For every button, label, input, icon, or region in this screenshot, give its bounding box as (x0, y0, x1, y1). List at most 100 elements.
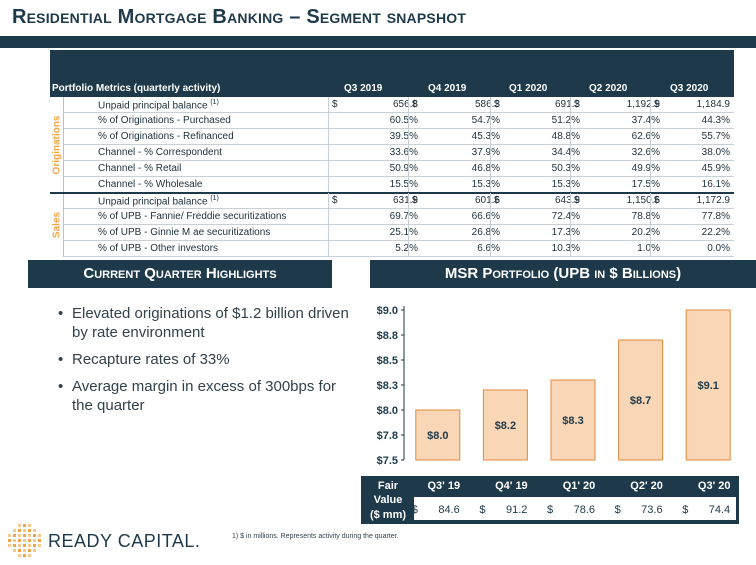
metric-text: % of Originations - Purchased (98, 115, 231, 126)
fair-value-row-bg (414, 497, 736, 520)
y-tick-label: $8.0 (377, 405, 398, 417)
column-divider (490, 209, 491, 225)
table-cell: 60.5% (389, 115, 418, 126)
bar (618, 339, 664, 461)
column-divider (650, 225, 651, 241)
metric-text: Unpaid principal balance (98, 196, 208, 208)
column-divider (328, 161, 329, 177)
metric-label: Unpaid principal balance (1) (98, 99, 219, 111)
fair-value-label-line2: Value (374, 494, 403, 506)
group-separator (50, 192, 734, 194)
logo-dot (28, 544, 31, 547)
fair-value-cell: 74.4 (709, 504, 730, 516)
logo-dot (23, 539, 26, 542)
column-divider (650, 129, 651, 145)
table-cell: 15.3% (471, 179, 500, 190)
metric-label: % of Originations - Purchased (98, 115, 231, 126)
y-tick-label: $7.5 (377, 455, 398, 467)
column-divider (650, 97, 651, 113)
portfolio-metrics-table: Portfolio Metrics (quarterly activity) Q… (50, 50, 734, 257)
table-cell: 45.9% (701, 163, 730, 174)
logo-dot (28, 549, 31, 552)
column-divider (570, 241, 571, 257)
bullet-dot: • (58, 305, 64, 322)
highlights-heading: Current Quarter Highlights (28, 260, 332, 288)
column-divider (570, 177, 571, 193)
table-cell: 5.2% (395, 243, 418, 254)
column-divider (328, 225, 329, 241)
column-divider (328, 129, 329, 145)
table-cell: 15.5% (389, 179, 418, 190)
logo-dot (38, 534, 41, 537)
bar (415, 409, 461, 461)
column-divider (408, 193, 409, 209)
metric-text: % of UPB - Other investors (98, 243, 219, 254)
bar-data-label: $8.2 (495, 420, 516, 432)
logo-dot (33, 539, 36, 542)
column-divider (570, 129, 571, 145)
footnote-marker: (1) (210, 99, 219, 106)
metric-label: Channel - % Wholesale (98, 179, 203, 190)
column-divider (570, 193, 571, 209)
metric-text: Unpaid principal balance (98, 100, 208, 112)
currency-symbol: $ (494, 195, 500, 206)
x-tick-label: Q1' 20 (563, 480, 596, 492)
table-cell: 34.4% (551, 147, 580, 158)
period-header: Q3 2020 (670, 83, 709, 94)
column-divider (570, 209, 571, 225)
column-divider (570, 225, 571, 241)
logo-dot (33, 529, 36, 532)
group-label: Sales (50, 193, 64, 257)
chart-title: MSR Portfolio (UPB in $ Billions) (370, 260, 756, 288)
currency-symbol: $ (574, 99, 580, 110)
logo-dot (18, 544, 21, 547)
x-tick-label: Q3' 19 (428, 480, 461, 492)
table-cell: 1.0% (637, 243, 660, 254)
table-cell: 62.6% (631, 131, 660, 142)
column-divider (490, 161, 491, 177)
logo-dot (23, 529, 26, 532)
currency-symbol: $ (412, 99, 418, 110)
column-divider (328, 97, 329, 113)
ready-capital-logo: READY CAPITAL. (4, 522, 204, 560)
table-cell: 45.3% (471, 131, 500, 142)
column-divider (408, 161, 409, 177)
page-title: Residential Mortgage Banking – Segment s… (12, 6, 467, 28)
period-header: Q3 2019 (344, 83, 383, 94)
logo-mark-icon (8, 524, 41, 557)
currency-symbol: $ (412, 195, 418, 206)
table-header-label: Portfolio Metrics (quarterly activity) (52, 83, 221, 94)
table-row: Channel - % Retail 50.9% 46.8% 50.3% 49.9% 45… (64, 161, 734, 177)
currency-symbol: $ (494, 99, 500, 110)
bullet-dot: • (58, 351, 64, 368)
logo-dot (28, 524, 31, 527)
currency-symbol: $ (574, 195, 580, 206)
logo-dot (38, 539, 41, 542)
table-cell: 32.6% (631, 147, 660, 158)
bar (550, 379, 596, 461)
table-cell: 37.9% (471, 147, 500, 158)
column-divider (328, 113, 329, 129)
table-cell: 16.1% (701, 179, 730, 190)
column-divider (490, 193, 491, 209)
column-divider (490, 97, 491, 113)
period-header: Q1 2020 (509, 83, 548, 94)
table-cell: 50.9% (389, 163, 418, 174)
y-tick-label: $7.8 (377, 430, 398, 442)
logo-dot (23, 524, 26, 527)
currency-symbol: $ (654, 195, 660, 206)
column-divider (650, 193, 651, 209)
column-divider (650, 145, 651, 161)
table-cell: 17.3% (551, 227, 580, 238)
table-header-row: Portfolio Metrics (quarterly activity) Q… (50, 82, 734, 96)
table-cell: 26.8% (471, 227, 500, 238)
metric-label: % of Originations - Refinanced (98, 131, 234, 142)
currency-symbol: $ (332, 195, 338, 206)
column-divider (408, 113, 409, 129)
metric-text: Channel - % Wholesale (98, 179, 203, 190)
metric-label: % of UPB - Other investors (98, 243, 218, 254)
metric-label: Unpaid principal balance (1) (98, 195, 219, 207)
table-cell: 25.1% (389, 227, 418, 238)
fair-value-currency: $ (412, 504, 418, 516)
logo-dot (18, 549, 21, 552)
